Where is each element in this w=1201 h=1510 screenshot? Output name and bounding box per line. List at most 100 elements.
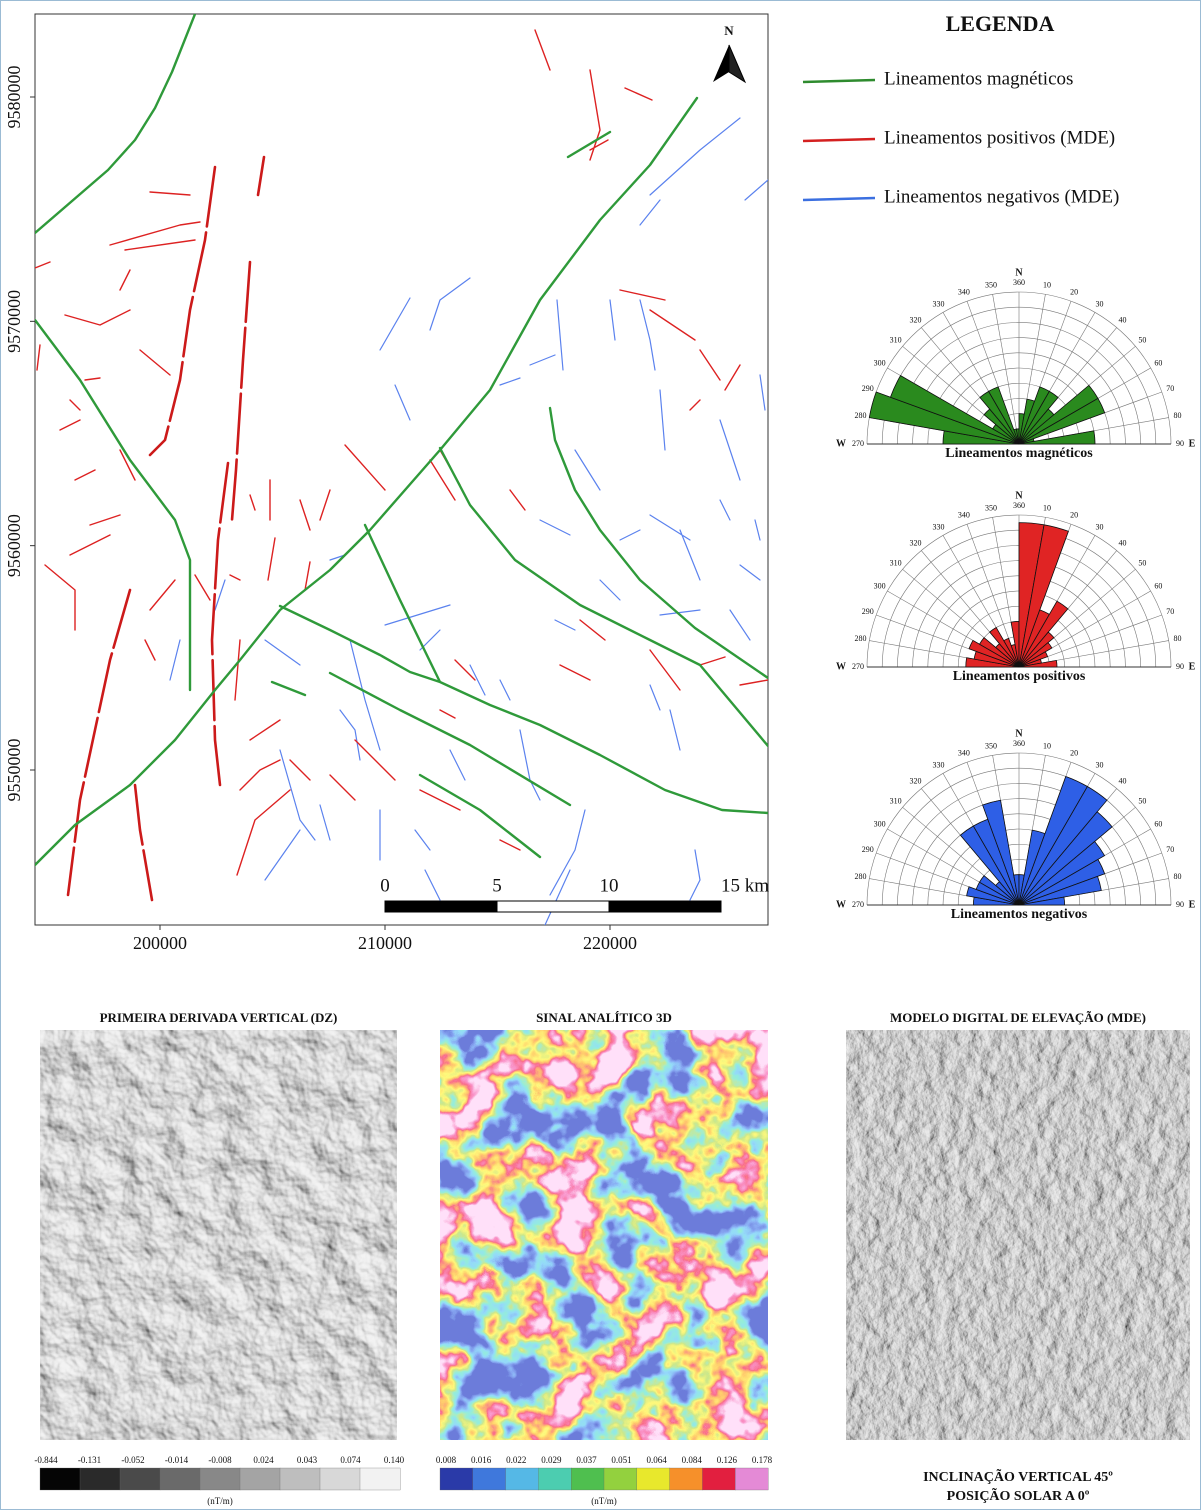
colorbar-tick-label: 0.037 bbox=[576, 1455, 597, 1465]
rose-angle-label: 30 bbox=[1096, 760, 1104, 769]
rose-angle-label: 320 bbox=[910, 538, 922, 547]
rose-north: N bbox=[1015, 490, 1023, 501]
colorbar-segment bbox=[280, 1468, 320, 1490]
panel-image bbox=[40, 1030, 397, 1440]
rose-angle-label: 70 bbox=[1166, 607, 1174, 616]
x-tick-label: 200000 bbox=[133, 933, 187, 953]
rose-angle-label: 10 bbox=[1043, 503, 1051, 512]
colorbar-tick-label: 0.029 bbox=[541, 1455, 562, 1465]
colorbar-segment bbox=[40, 1468, 80, 1490]
rose-angle-label: 360 bbox=[1013, 278, 1025, 287]
rose-angle-label: 80 bbox=[1174, 411, 1182, 420]
rose-angle-label: 90 bbox=[1176, 662, 1184, 671]
y-tick-label: 9550000 bbox=[4, 738, 24, 801]
rose-angle-label: 310 bbox=[890, 558, 902, 567]
colorbar-tick-label: -0.008 bbox=[208, 1455, 232, 1465]
rose-angle-label: 30 bbox=[1096, 299, 1104, 308]
scale-segment bbox=[385, 901, 497, 912]
rose-angle-label: 290 bbox=[862, 607, 874, 616]
colorbar-segment bbox=[473, 1468, 506, 1490]
panel-title: SINAL ANALÍTICO 3D bbox=[536, 1010, 672, 1025]
rose-angle-label: 290 bbox=[862, 845, 874, 854]
colorbar-tick-label: -0.844 bbox=[34, 1455, 58, 1465]
colorbar-segment bbox=[320, 1468, 360, 1490]
rose-angle-label: 320 bbox=[910, 776, 922, 785]
rose-angle-label: 40 bbox=[1118, 776, 1126, 785]
rose-angle-label: 340 bbox=[958, 288, 970, 297]
colorbar-segment bbox=[200, 1468, 240, 1490]
rose-angle-label: 300 bbox=[874, 358, 886, 367]
colorbar-tick-label: 0.016 bbox=[471, 1455, 492, 1465]
rose-east: E bbox=[1189, 661, 1196, 672]
rose-angle-label: 280 bbox=[854, 634, 866, 643]
colorbar-tick-label: -0.014 bbox=[165, 1455, 189, 1465]
x-tick-label: 210000 bbox=[358, 933, 412, 953]
colorbar-segment bbox=[735, 1468, 768, 1490]
x-tick-label: 220000 bbox=[583, 933, 637, 953]
rose-angle-label: 80 bbox=[1174, 872, 1182, 881]
scale-label: 5 bbox=[492, 875, 502, 896]
rose-angle-label: 20 bbox=[1070, 511, 1078, 520]
rose-angle-label: 50 bbox=[1138, 796, 1146, 805]
rose-angle-label: 20 bbox=[1070, 749, 1078, 758]
colorbar-segment bbox=[440, 1468, 473, 1490]
rose-angle-label: 350 bbox=[985, 280, 997, 289]
colorbar-tick-label: 0.126 bbox=[717, 1455, 738, 1465]
rose-angle-label: 330 bbox=[933, 760, 945, 769]
panel-note: INCLINAÇÃO VERTICAL 45º bbox=[923, 1467, 1113, 1485]
scale-label: 15 km bbox=[721, 875, 769, 896]
scale-label: 10 bbox=[600, 875, 619, 896]
rose-angle-label: 90 bbox=[1176, 439, 1184, 448]
scale-segment bbox=[609, 901, 721, 912]
colorbar-tick-label: 0.051 bbox=[611, 1455, 631, 1465]
rose-angle-label: 70 bbox=[1166, 845, 1174, 854]
panel-note: POSIÇÃO SOLAR A 0º bbox=[947, 1486, 1090, 1504]
colorbar-tick-label: 0.008 bbox=[436, 1455, 457, 1465]
legend-swatch bbox=[803, 80, 875, 82]
rose-angle-label: 90 bbox=[1176, 900, 1184, 909]
rose-angle-label: 10 bbox=[1043, 280, 1051, 289]
rose-west: W bbox=[836, 438, 846, 449]
colorbar-unit: (nT/m) bbox=[207, 1496, 233, 1506]
legend-label: Lineamentos negativos (MDE) bbox=[884, 186, 1119, 207]
rose-title: Lineamentos positivos bbox=[953, 669, 1086, 684]
figure: N LEGENDA 200000 210000 220000 9550000 95600… bbox=[0, 0, 1201, 1510]
map-frame bbox=[35, 14, 768, 925]
rose-title: Lineamentos magnéticos bbox=[945, 446, 1093, 461]
colorbar-segment bbox=[120, 1468, 160, 1490]
legend-swatch bbox=[803, 139, 875, 141]
panel-title: PRIMEIRA DERIVADA VERTICAL (DZ) bbox=[100, 1010, 338, 1025]
colorbar-tick-label: 0.022 bbox=[506, 1455, 526, 1465]
rose-east: E bbox=[1189, 899, 1196, 910]
colorbar-segment bbox=[637, 1468, 670, 1490]
y-tick-label: 9560000 bbox=[4, 514, 24, 577]
rose-angle-label: 340 bbox=[958, 749, 970, 758]
rose-diagram: 2702802903003103203303403503601020304050… bbox=[836, 490, 1196, 684]
rose-angle-label: 10 bbox=[1043, 741, 1051, 750]
colorbar-tick-label: 0.140 bbox=[384, 1455, 405, 1465]
colorbar-segment bbox=[670, 1468, 703, 1490]
legend-swatch bbox=[803, 198, 875, 200]
colorbar-tick-label: 0.043 bbox=[297, 1455, 318, 1465]
panel-image bbox=[440, 1030, 768, 1440]
y-tick-label: 9570000 bbox=[4, 290, 24, 353]
rose-angle-label: 290 bbox=[862, 384, 874, 393]
rose-angle-label: 360 bbox=[1013, 501, 1025, 510]
scale-label: 0 bbox=[380, 875, 390, 896]
legend-title: LEGENDA bbox=[946, 11, 1055, 36]
rose-west: W bbox=[836, 899, 846, 910]
page: N LEGENDA 200000 210000 220000 9550000 95600… bbox=[0, 0, 1201, 1510]
rose-angle-label: 60 bbox=[1154, 358, 1162, 367]
colorbar-segment bbox=[571, 1468, 604, 1490]
rose-angle-label: 360 bbox=[1013, 739, 1025, 748]
rose-title: Lineamentos negativos bbox=[951, 907, 1088, 922]
colorbar-segment bbox=[80, 1468, 120, 1490]
rose-angle-label: 320 bbox=[910, 315, 922, 324]
rose-angle-label: 300 bbox=[874, 819, 886, 828]
colorbar-tick-label: 0.024 bbox=[253, 1455, 274, 1465]
colorbar-tick-label: 0.178 bbox=[752, 1455, 773, 1465]
colorbar-tick-label: 0.074 bbox=[340, 1455, 361, 1465]
colorbar-segment bbox=[160, 1468, 200, 1490]
scale-segment bbox=[497, 901, 609, 912]
rose-angle-label: 50 bbox=[1138, 335, 1146, 344]
